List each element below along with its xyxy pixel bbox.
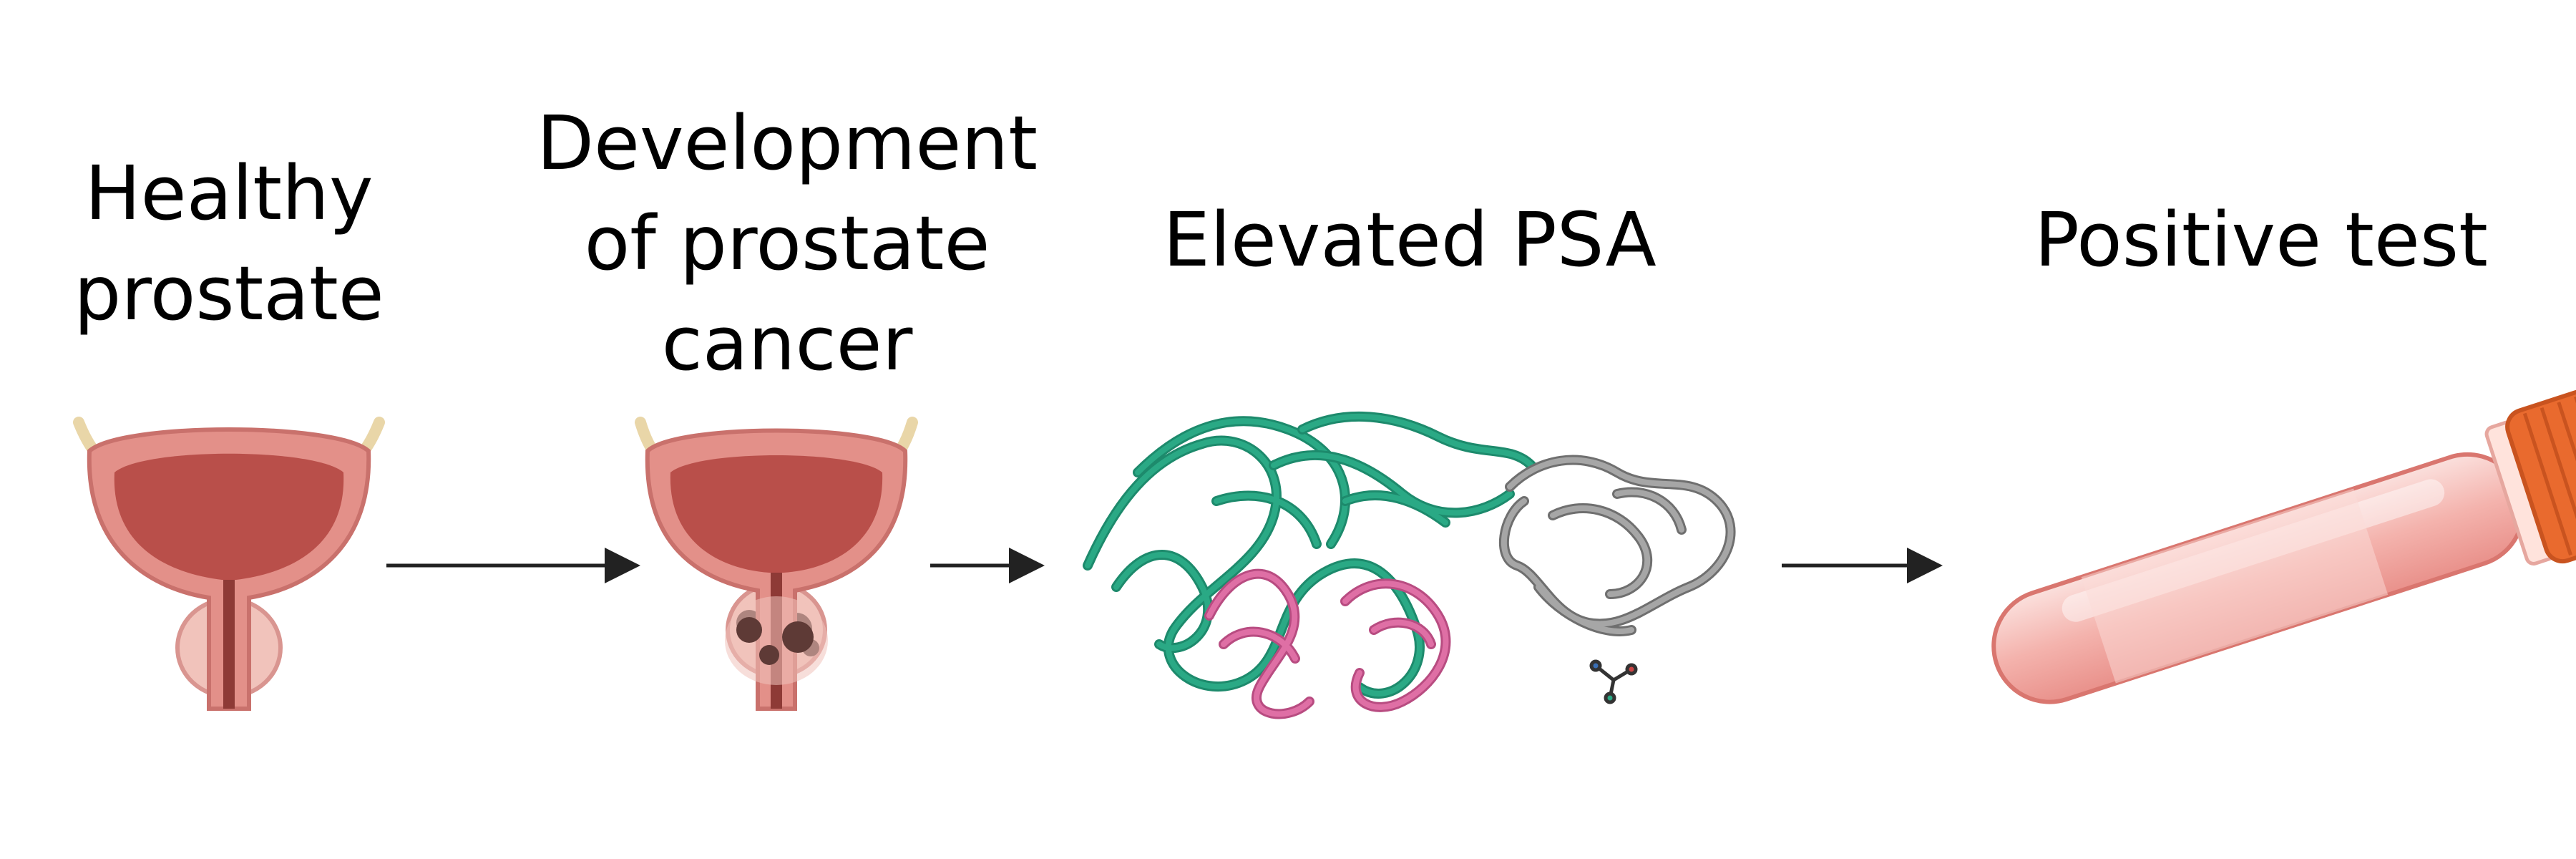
ligand-molecule-icon bbox=[1589, 659, 1638, 704]
step-label-elevated-psa: Elevated PSA bbox=[1163, 196, 1657, 283]
step-label-positive-test: Positive test bbox=[2034, 196, 2488, 283]
psa-protein-structure-icon bbox=[1083, 411, 1736, 719]
blood-sample-tube-icon bbox=[1991, 378, 2576, 704]
healthy-prostate-icon bbox=[73, 417, 385, 711]
step-label-healthy-prostate: Healthy prostate bbox=[74, 150, 384, 337]
cancerous-prostate-icon bbox=[635, 417, 918, 711]
step-label-prostate-cancer: Development of prostate cancer bbox=[536, 100, 1038, 387]
